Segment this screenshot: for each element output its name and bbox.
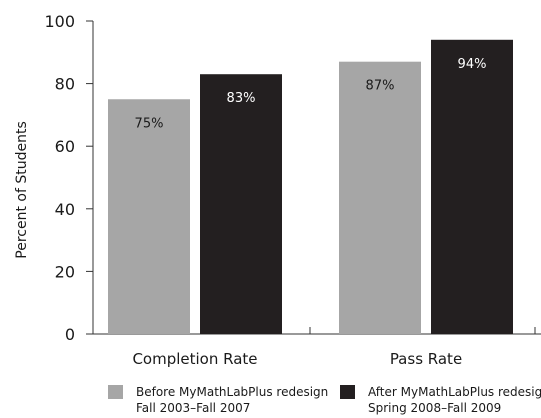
y-tick-label: 0 — [65, 325, 75, 344]
legend-sublabel: Spring 2008–Fall 2009 — [368, 401, 501, 415]
data-label: 75% — [135, 116, 164, 131]
y-tick-label: 60 — [55, 137, 75, 156]
category-label: Completion Rate — [132, 350, 257, 368]
category-label: Pass Rate — [390, 350, 462, 368]
legend-swatch — [108, 385, 123, 399]
y-tick-label: 20 — [55, 262, 75, 281]
y-ticks: 0 20 40 60 80 100 — [44, 12, 93, 344]
legend-label: Before MyMathLabPlus redesign — [136, 385, 328, 399]
data-label: 83% — [227, 91, 256, 106]
bar — [431, 39, 513, 334]
legend-sublabel: Fall 2003–Fall 2007 — [136, 401, 250, 415]
y-axis-label: Percent of Students — [14, 121, 30, 258]
legend: Before MyMathLabPlus redesign Fall 2003–F… — [108, 385, 541, 415]
bar — [108, 99, 190, 334]
data-labels: 75% 87% 83% 94% — [135, 57, 487, 131]
bars — [108, 39, 513, 335]
data-label: 87% — [366, 79, 395, 94]
data-label: 94% — [458, 57, 487, 72]
legend-swatch — [340, 385, 355, 399]
legend-label: After MyMathLabPlus redesign — [368, 385, 541, 399]
y-tick-label: 100 — [44, 12, 75, 31]
x-ticks — [309, 327, 536, 334]
y-tick-label: 40 — [55, 200, 75, 219]
bar — [339, 61, 421, 334]
bar — [200, 74, 282, 335]
category-labels: Completion Rate Pass Rate — [132, 350, 462, 368]
y-tick-label: 80 — [55, 75, 75, 94]
